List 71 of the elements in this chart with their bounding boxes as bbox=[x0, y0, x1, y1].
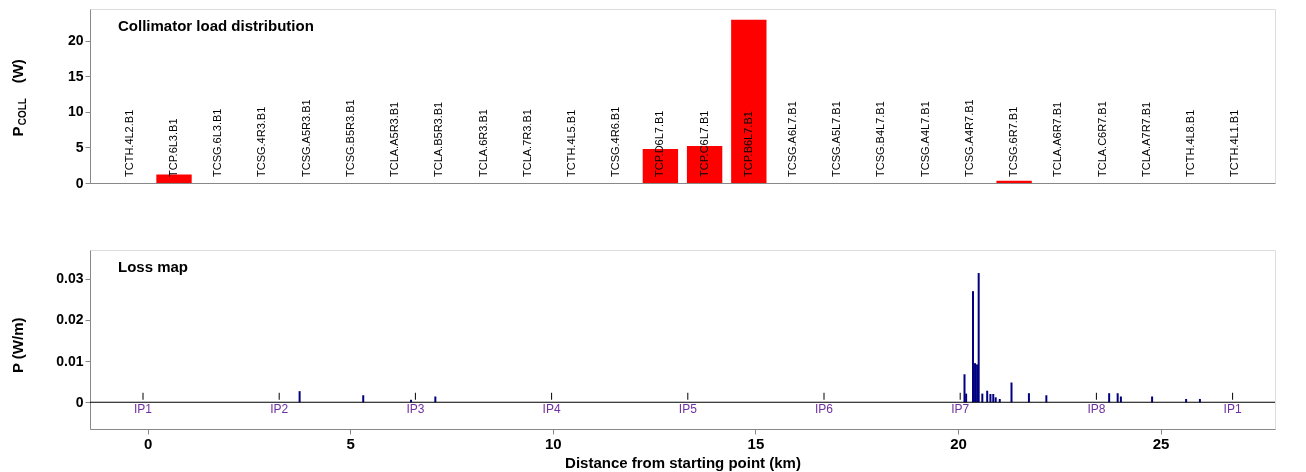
bar bbox=[1108, 393, 1111, 403]
annotation: IP7 bbox=[951, 401, 970, 416]
bar bbox=[989, 394, 992, 403]
bar bbox=[298, 391, 301, 403]
x-tick-label: TCLA.A5R3.B1 bbox=[388, 101, 401, 177]
annotation: IP2 bbox=[270, 401, 289, 416]
annotation: IP8 bbox=[1087, 401, 1106, 416]
bar bbox=[986, 390, 989, 403]
x-tick-label: TCSG.A6L7.B1 bbox=[786, 101, 799, 177]
annotation: IP5 bbox=[678, 401, 698, 416]
bar bbox=[1045, 395, 1048, 403]
bar bbox=[994, 397, 997, 403]
annotation: IP1 bbox=[133, 401, 153, 416]
x-tick-label: TCTH.4L1.B1 bbox=[1228, 109, 1241, 177]
x-tick-label: TCSG.B5R3.B1 bbox=[343, 99, 356, 177]
x-tick-label: 5 bbox=[346, 434, 355, 452]
text: Collimator load distribution bbox=[118, 17, 314, 34]
bar bbox=[1151, 396, 1154, 403]
y-tick-label: 20 bbox=[67, 32, 84, 49]
x-tick-label: TCP.6L3.B1 bbox=[167, 118, 180, 177]
x-tick-label: TCSG.6R7.B1 bbox=[1007, 106, 1020, 177]
x-tick-label: TCLA.7R3.B1 bbox=[520, 109, 533, 177]
annotation: IP1 bbox=[1223, 401, 1242, 416]
bar bbox=[1116, 393, 1119, 403]
x-tick-label: 15 bbox=[747, 434, 765, 452]
x-tick-label: TCSG.4R3.B1 bbox=[255, 106, 268, 177]
y-tick-label: 15 bbox=[67, 67, 84, 84]
x-tick-label: TCP.C6L7.B1 bbox=[697, 110, 710, 177]
bar bbox=[996, 180, 1032, 183]
x-tick-label: 20 bbox=[950, 434, 967, 452]
bar bbox=[1027, 393, 1030, 403]
y-tick-label: 0 bbox=[75, 174, 84, 191]
x-tick-label: TCLA.B5R3.B1 bbox=[432, 101, 445, 177]
x-tick-label: TCSG.6L3.B1 bbox=[211, 108, 224, 177]
x-tick-label: TCSG.A4L7.B1 bbox=[918, 101, 931, 177]
bar bbox=[1119, 396, 1122, 403]
y-tick-label: 0.01 bbox=[56, 352, 84, 369]
x-tick-label: TCTH.4L8.B1 bbox=[1183, 109, 1196, 177]
bar bbox=[977, 273, 980, 403]
x-tick-label: TCLA.A6R7.B1 bbox=[1051, 101, 1064, 177]
y-tick-label: 0.02 bbox=[56, 311, 84, 328]
bar bbox=[434, 396, 437, 403]
x-tick-label: TCP.B6L7.B1 bbox=[741, 111, 754, 177]
x-tick-label: TCTH.4L2.B1 bbox=[122, 109, 135, 177]
x-axis-title: Distance from starting point (km) bbox=[565, 453, 801, 471]
x-tick-label: TCP.D6L7.B1 bbox=[653, 110, 666, 177]
bar bbox=[992, 394, 995, 403]
x-tick-label: TCSG.4R6.B1 bbox=[609, 106, 622, 177]
x-tick-label: TCSG.B4L7.B1 bbox=[874, 101, 887, 177]
x-tick-label: TCSG.A5R3.B1 bbox=[299, 99, 312, 177]
x-tick-label: 10 bbox=[545, 434, 562, 452]
bar bbox=[972, 291, 975, 403]
annotation: IP4 bbox=[542, 401, 561, 416]
y-tick-label: 0.03 bbox=[56, 270, 84, 287]
text: Loss map bbox=[118, 258, 189, 275]
x-tick-label: 25 bbox=[1152, 434, 1170, 452]
x-tick-label: TCSG.A4R7.B1 bbox=[962, 99, 975, 177]
y-axis-title: P (W/m) bbox=[9, 317, 26, 374]
x-tick-label: TCSG.A5L7.B1 bbox=[830, 101, 843, 177]
annotation: IP6 bbox=[814, 401, 834, 416]
bar bbox=[362, 395, 365, 403]
x-tick-label: 0 bbox=[144, 434, 153, 452]
bar bbox=[1010, 382, 1013, 403]
x-tick-label: TCLA.A7R7.B1 bbox=[1139, 101, 1152, 177]
x-tick-label: TCLA.6R3.B1 bbox=[476, 109, 489, 177]
text: PCOLL (W) bbox=[9, 59, 28, 137]
x-tick-label: TCLA.C6R7.B1 bbox=[1095, 101, 1108, 177]
annotation: IP3 bbox=[406, 401, 425, 416]
x-tick-label: TCTH.4L5.B1 bbox=[564, 109, 577, 177]
y-tick-label: 0 bbox=[75, 393, 84, 410]
bar bbox=[731, 19, 767, 183]
